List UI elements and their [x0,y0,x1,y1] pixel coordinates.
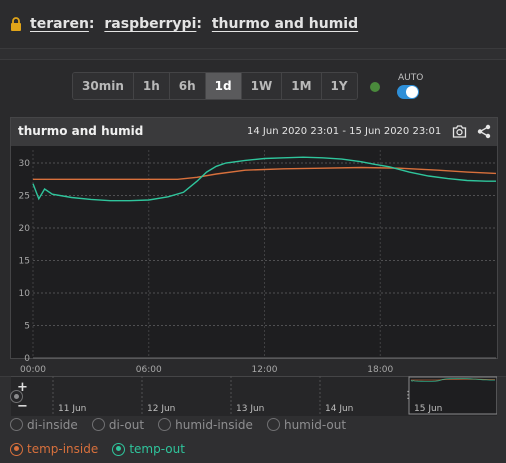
range-1y-button[interactable]: 1Y [321,73,357,99]
radio-icon [112,442,126,456]
connection-status-dot [370,82,380,92]
x-tick-label: 18:00 [367,365,393,375]
breadcrumb: teraren: raspberrypi: thurmo and humid [30,16,358,32]
y-tick-label: 30 [19,159,31,169]
navigator-left-handle[interactable]: ⋮ [403,390,413,401]
navigator-series-temp-inside [411,378,496,381]
series-legend: di-inside di-out humid-inside humid-out … [0,378,506,463]
legend-label: temp-inside [27,442,99,456]
legend-item-di-out[interactable]: di-out [91,417,145,432]
legend-label: di-inside [27,417,78,432]
range-1h-button[interactable]: 1h [133,73,170,99]
radio-icon [266,418,280,431]
share-icon[interactable] [477,124,491,139]
x-tick-label: 00:00 [20,365,46,375]
camera-icon[interactable] [452,124,467,139]
radio-icon [10,418,23,431]
breadcrumb-teraren[interactable]: teraren [30,16,89,32]
range-6h-button[interactable]: 6h [169,73,206,99]
navigator-day-label: 14 Jun [325,404,353,414]
y-tick-label: 15 [19,257,30,267]
chart-title: thurmo and humid [18,124,144,138]
y-tick-label: 5 [24,322,30,332]
dashboard-panel: 30min 1h 6h 1d 1W 1M 1Y AUTO thurmo and … [0,59,506,416]
series-line-temp-inside [33,166,497,180]
legend-label: humid-out [283,417,347,432]
chart-date-range: 14 Jun 2020 23:01 - 15 Jun 2020 23:01 [247,126,442,137]
x-tick-label: 06:00 [136,365,162,375]
breadcrumb-separator: : [196,16,202,32]
navigator-series-temp-out [410,378,495,382]
legend-items: di-inside di-out humid-inside humid-out … [10,416,450,463]
y-tick-label: 0 [24,354,30,364]
navigator-day-label: 11 Jun [58,404,86,414]
range-1m-button[interactable]: 1M [282,73,322,99]
breadcrumb-dashboard-title[interactable]: thurmo and humid [211,16,359,32]
y-tick-label: 20 [19,224,31,234]
legend-label: temp-out [129,442,185,456]
legend-item-humid-out[interactable]: humid-out [266,417,347,432]
zoom-controls: + − [11,376,43,416]
range-1w-button[interactable]: 1W [241,73,283,99]
radio-icon [91,418,105,431]
page-header: teraren: raspberrypi: thurmo and humid [0,0,506,49]
navigator-day-label: 15 Jun [414,404,442,414]
navigator-day-label: 12 Jun [147,404,175,414]
auto-refresh-toggle[interactable] [397,85,419,99]
navigator-right-handle[interactable]: ⋮ [494,390,497,401]
chart-card: thurmo and humid 14 Jun 2020 23:01 - 15 … [10,117,498,416]
y-tick-label: 10 [19,289,31,299]
legend-item-humid-inside[interactable]: humid-inside [158,418,253,432]
legend-label: humid-inside [175,417,253,432]
radio-icon [10,442,23,456]
y-tick-label: 25 [19,192,30,202]
chart-card-header: thurmo and humid 14 Jun 2020 23:01 - 15 … [11,118,497,146]
series-line-temp-out [32,156,496,202]
range-30min-button[interactable]: 30min [73,73,134,99]
zoom-in-button[interactable]: + [17,380,28,395]
range-1d-button[interactable]: 1d [205,73,242,99]
breadcrumb-raspberrypi[interactable]: raspberrypi [104,16,197,32]
legend-item-di-inside[interactable]: di-inside [10,418,78,432]
navigator-selection[interactable] [408,376,497,415]
breadcrumb-separator: : [88,16,95,32]
select-all-radio[interactable] [10,390,23,403]
auto-refresh-label: AUTO [398,73,424,83]
lock-icon [11,16,21,31]
legend-label: di-out [108,417,145,432]
time-range-selector: 30min 1h 6h 1d 1W 1M 1Y [72,72,358,100]
radio-icon [158,418,172,431]
zoom-out-button[interactable]: − [17,399,28,414]
navigator-day-label: 13 Jun [236,404,264,414]
toggle-knob [406,86,418,98]
x-tick-label: 12:00 [252,365,278,375]
legend-item-temp-out[interactable]: temp-out [112,442,185,456]
line-chart[interactable]: 0 5 10 15 20 25 30 00:00 06:00 12:00 18:00 [11,146,497,376]
legend-item-temp-inside[interactable]: temp-inside [10,442,98,456]
